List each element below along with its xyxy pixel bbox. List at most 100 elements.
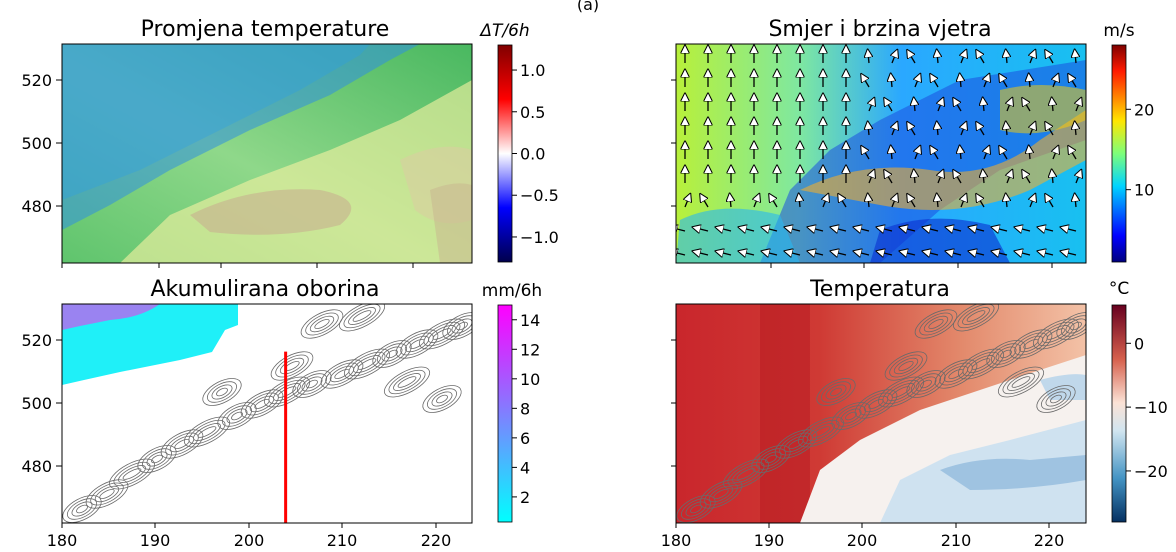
panel4-colorbar-label: °C — [1109, 279, 1129, 299]
wind-arrow — [984, 149, 988, 160]
wind-arrow — [1075, 197, 1076, 208]
wind-arrow — [880, 252, 893, 255]
wind-arrow — [1029, 77, 1030, 88]
wind-arrow — [972, 252, 985, 255]
panel1-ytick: 500 — [21, 134, 52, 153]
wind-arrow — [915, 149, 919, 160]
wind-arrow — [868, 197, 869, 208]
colorbar-tick-label: 0.5 — [520, 103, 545, 122]
wind-arrow — [903, 252, 916, 255]
panel3-y-axis: 480 500 520 — [21, 331, 62, 476]
wind-arrow — [978, 197, 985, 208]
wind-arrow — [886, 173, 893, 184]
wind-arrow — [892, 197, 896, 208]
wind-arrow — [1053, 149, 1057, 160]
wind-arrow — [983, 173, 984, 184]
panel2-axis-ticks — [671, 79, 1053, 268]
panel3-ytick: 480 — [21, 457, 52, 476]
panel4-xtick: 220 — [1034, 531, 1065, 550]
wind-arrow — [891, 77, 892, 88]
wind-arrow — [719, 252, 732, 255]
wind-arrow — [788, 228, 801, 231]
wind-arrow — [961, 197, 965, 208]
wind-arrow — [696, 228, 709, 231]
panel3-xtick: 210 — [327, 531, 358, 550]
wind-arrow — [937, 125, 938, 136]
wind-arrow — [1064, 252, 1077, 255]
wind-arrow — [676, 252, 686, 255]
colorbar-tick-label: 20 — [1134, 100, 1154, 119]
wind-arrow — [1041, 228, 1054, 231]
wind-arrow — [932, 77, 939, 88]
wind-arrow — [811, 252, 824, 255]
wind-arrow — [1030, 125, 1034, 136]
wind-arrow — [961, 53, 965, 64]
wind-arrow — [914, 173, 915, 184]
panel4-x-axis: 180 190 200 210 220 — [661, 523, 1065, 550]
wind-arrow — [1024, 101, 1031, 112]
wind-arrow — [868, 53, 869, 64]
wind-arrow — [834, 252, 847, 255]
wind-arrow — [1007, 101, 1011, 112]
panel4-colorbar-ramp — [1111, 304, 1127, 523]
colorbar-tick-label: −1.0 — [520, 228, 559, 247]
wind-arrow — [892, 125, 896, 136]
wind-arrow — [823, 197, 827, 208]
wind-arrow — [1029, 149, 1030, 160]
panel1-ytick: 480 — [21, 197, 52, 216]
panel-temperature-change: Promjena temperature 480 500 520 — [21, 17, 559, 268]
wind-arrow — [742, 252, 755, 255]
wind-arrow — [915, 77, 919, 88]
wind-arrow — [949, 252, 962, 255]
wind-arrow — [1052, 173, 1053, 184]
panel2-colorbar-label: m/s — [1103, 21, 1134, 41]
panel1-ytick: 520 — [21, 71, 52, 90]
panel4-title: Temperatura — [809, 277, 950, 302]
colorbar-tick-label: 0 — [1134, 334, 1144, 353]
colorbar-tick-label: 0.0 — [520, 145, 545, 164]
wind-arrow — [886, 101, 893, 112]
panel4-xtick: 180 — [661, 531, 692, 550]
wind-arrow — [903, 228, 916, 231]
wind-arrow — [891, 149, 892, 160]
panel3-xtick: 220 — [421, 531, 452, 550]
wind-arrow — [1006, 125, 1007, 136]
wind-arrow — [1047, 53, 1054, 64]
panel1-y-axis: 480 500 520 — [21, 71, 62, 216]
wind-arrow — [960, 77, 961, 88]
colorbar-tick-label: −20 — [1134, 462, 1168, 481]
panel1-colorbar: ΔT/6h 1.0 0.5 0.0 −0.5 −1.0 — [478, 21, 559, 263]
wind-arrow — [995, 228, 1008, 231]
panel2-colorbar: m/s 20 10 — [1103, 21, 1154, 263]
wind-arrow — [961, 125, 965, 136]
panel4-y-axis-ticks — [671, 339, 676, 467]
panel1-colorbar-label: ΔT/6h — [478, 21, 529, 41]
wind-arrow — [1047, 125, 1054, 136]
wind-arrow — [955, 173, 962, 184]
panel4-field — [676, 304, 1086, 523]
wind-arrow — [1041, 252, 1054, 255]
panel2-wind-arrows — [676, 49, 1080, 255]
wind-arrow — [909, 53, 916, 64]
wind-arrow — [1001, 77, 1008, 88]
wind-arrow — [730, 197, 731, 208]
wind-arrow — [696, 252, 709, 255]
wind-arrow — [869, 173, 873, 184]
wind-arrow — [995, 252, 1008, 255]
panel2-colorbar-ramp — [1111, 44, 1127, 263]
panel3-frame — [61, 303, 473, 524]
wind-arrow — [754, 197, 758, 208]
panel3-colorbar-label: mm/6h — [482, 281, 542, 301]
colorbar-tick-label: 4 — [520, 458, 530, 477]
wind-arrow — [932, 149, 939, 160]
wind-arrow — [742, 228, 755, 231]
wind-arrow — [1075, 53, 1076, 64]
colorbar-tick-label: 2 — [520, 488, 530, 507]
wind-arrow — [857, 252, 870, 255]
panel4-frame — [675, 303, 1087, 524]
wind-arrow — [1076, 101, 1080, 112]
panel1-frame — [61, 43, 473, 264]
panel2-title: Smjer i brzina vjetra — [768, 17, 991, 42]
wind-arrow — [1030, 53, 1034, 64]
wind-arrow — [1006, 53, 1007, 64]
